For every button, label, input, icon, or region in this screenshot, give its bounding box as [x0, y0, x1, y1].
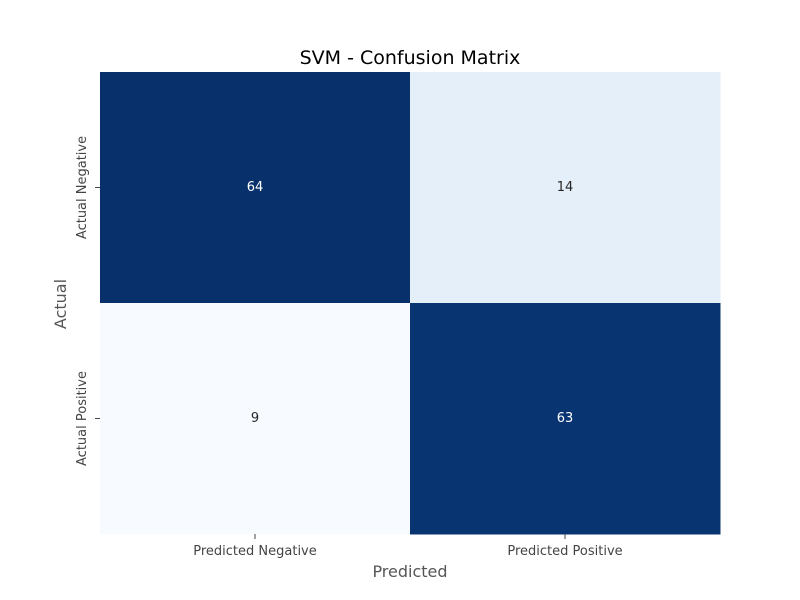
x-tick-label: Predicted Negative [193, 544, 317, 559]
heatmap-cell [100, 303, 411, 535]
y-tick-label: Actual Negative [75, 136, 90, 239]
x-axis-ticks: Predicted Negative Predicted Positive [193, 534, 623, 559]
cell-value-label: 14 [557, 180, 574, 195]
heatmap-cell [410, 72, 721, 304]
x-axis-label: Predicted [372, 562, 447, 581]
cell-value-label: 9 [251, 411, 259, 426]
cell-value-label: 63 [557, 411, 574, 426]
heatmap-cell-labels: 64 14 9 63 [247, 180, 574, 426]
cell-value-label: 64 [247, 180, 264, 195]
y-axis-ticks: Actual Negative Actual Positive [75, 136, 100, 466]
y-axis-label: Actual [51, 279, 70, 329]
y-tick-label: Actual Positive [75, 371, 90, 466]
x-tick-label: Predicted Positive [507, 544, 622, 559]
heatmap-cell [410, 303, 721, 535]
chart-title: SVM - Confusion Matrix [300, 47, 521, 69]
heatmap-cells [100, 72, 721, 535]
heatmap-cell [100, 72, 411, 304]
